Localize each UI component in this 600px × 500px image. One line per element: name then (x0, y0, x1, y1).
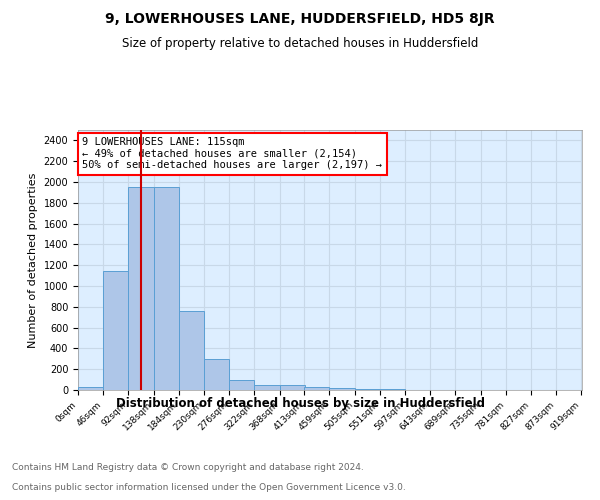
Bar (280, 386, 305, 390)
Bar (154, 187, 179, 390)
Bar (128, 187, 154, 390)
Bar (179, 311, 204, 390)
Text: Contains HM Land Registry data © Crown copyright and database right 2024.: Contains HM Land Registry data © Crown c… (12, 462, 364, 471)
Bar (254, 386, 280, 390)
Bar (204, 359, 229, 390)
Text: 9 LOWERHOUSES LANE: 115sqm
← 49% of detached houses are smaller (2,154)
50% of s: 9 LOWERHOUSES LANE: 115sqm ← 49% of deta… (82, 138, 382, 170)
Y-axis label: Number of detached properties: Number of detached properties (28, 172, 38, 348)
Text: Contains public sector information licensed under the Open Government Licence v3: Contains public sector information licen… (12, 482, 406, 492)
Bar (355, 389, 380, 390)
Bar (229, 380, 254, 390)
Bar (329, 388, 355, 390)
Bar (304, 387, 329, 390)
Text: 9, LOWERHOUSES LANE, HUDDERSFIELD, HD5 8JR: 9, LOWERHOUSES LANE, HUDDERSFIELD, HD5 8… (105, 12, 495, 26)
Bar (103, 272, 128, 390)
Text: Size of property relative to detached houses in Huddersfield: Size of property relative to detached ho… (122, 38, 478, 51)
Text: Distribution of detached houses by size in Huddersfield: Distribution of detached houses by size … (115, 398, 485, 410)
Bar (78, 387, 103, 390)
